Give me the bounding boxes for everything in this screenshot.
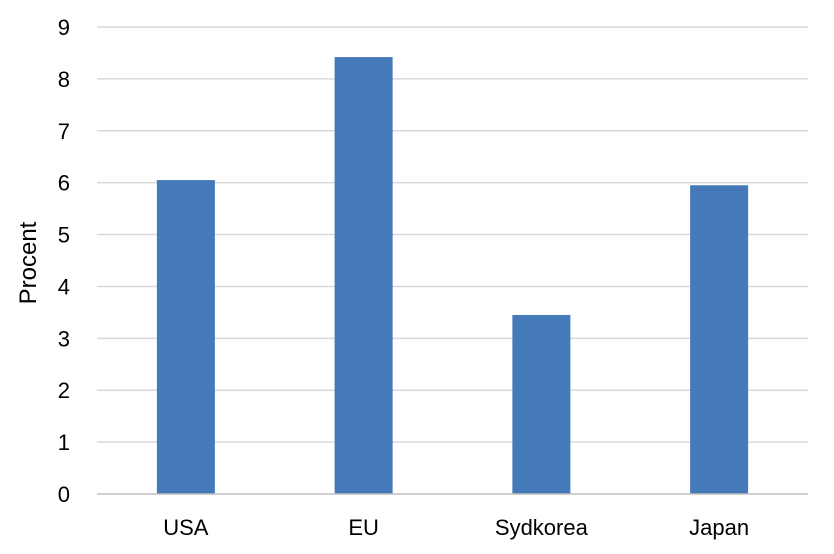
y-tick-label: 6 <box>58 171 70 196</box>
y-tick-label: 8 <box>58 67 70 92</box>
x-tick-label: Japan <box>689 515 749 540</box>
y-tick-label: 2 <box>58 378 70 403</box>
x-tick-label: USA <box>163 515 209 540</box>
bar-japan <box>690 185 749 494</box>
y-axis-title: Procent <box>15 221 42 304</box>
y-tick-label: 0 <box>58 482 70 507</box>
x-tick-label: EU <box>348 515 379 540</box>
gridlines <box>97 26 808 443</box>
y-tick-label: 3 <box>58 326 70 351</box>
y-tick-label: 1 <box>58 430 70 455</box>
bar-sydkorea <box>512 314 571 494</box>
x-tick-label: Sydkorea <box>495 515 589 540</box>
y-tick-label: 5 <box>58 223 70 248</box>
bar-eu <box>334 57 393 495</box>
y-tick-label: 4 <box>58 274 70 299</box>
x-tick-labels: USA EU Sydkorea Japan <box>163 515 749 540</box>
bar-usa <box>156 180 215 495</box>
y-tick-label: 9 <box>58 15 70 40</box>
y-tick-labels: 0 1 2 3 4 5 6 7 8 9 <box>58 15 70 507</box>
bars <box>156 57 749 495</box>
y-tick-label: 7 <box>58 119 70 144</box>
